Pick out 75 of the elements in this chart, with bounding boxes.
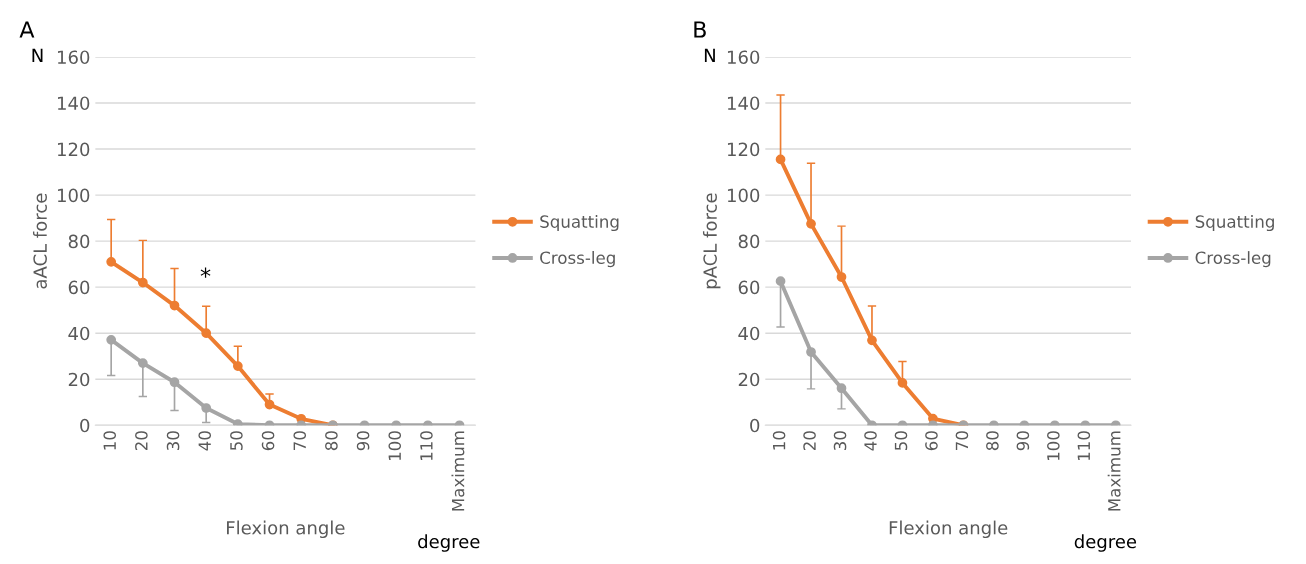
point <box>232 361 243 371</box>
y-axis-title: pACL force <box>702 193 721 289</box>
legend-label: Squatting <box>540 214 619 232</box>
x-tick-label: 20 <box>803 431 816 451</box>
point <box>106 334 117 345</box>
y-tick-label: 60 <box>68 280 90 295</box>
x-tick-label: 70 <box>955 431 969 450</box>
text: N <box>704 48 715 62</box>
x-tick-label: 50 <box>894 431 908 451</box>
y-tick-label: 80 <box>738 234 760 249</box>
x-tick-label: 50 <box>230 431 243 451</box>
y-axis-title: aACL force <box>32 193 47 289</box>
y-tick-label: 140 <box>58 96 90 111</box>
x-tick-label: 70 <box>293 431 307 450</box>
y-tick-label: 0 <box>80 418 90 433</box>
chart-title: A <box>19 21 35 38</box>
point <box>836 272 847 282</box>
x-tick-label: 10 <box>772 431 786 450</box>
point <box>867 335 877 346</box>
point <box>106 256 117 267</box>
point <box>836 383 847 394</box>
point <box>775 154 786 165</box>
point <box>137 358 148 368</box>
point <box>169 300 180 311</box>
point <box>897 378 908 388</box>
legend-label: Cross-leg <box>540 251 615 268</box>
y-tick-label: 100 <box>727 188 760 203</box>
x-tick-label: 80 <box>325 431 338 451</box>
y-tick-label: 100 <box>58 188 90 203</box>
y-tick-label: 140 <box>727 96 760 111</box>
point <box>137 277 148 288</box>
x-tick-label: 30 <box>166 431 180 451</box>
x-tick-label: 90 <box>1016 431 1030 451</box>
point <box>201 403 212 413</box>
text: N <box>32 48 43 62</box>
x-tick-label: 20 <box>135 431 148 451</box>
y-tick-label: 80 <box>68 234 90 249</box>
x-tick-label: 30 <box>833 431 847 451</box>
x-tick-label: 110 <box>1077 431 1091 461</box>
text: degree <box>418 534 480 552</box>
x-axis-title: Flexion angle <box>889 520 1008 539</box>
x-axis-title: Flexion angle <box>227 520 345 539</box>
y-tick-label: 160 <box>727 50 760 65</box>
y-tick-label: 20 <box>738 372 760 387</box>
x-tick-label: 100 <box>1047 431 1060 461</box>
y-tick-label: 160 <box>58 50 90 65</box>
x-tick-label: Maximum <box>1107 431 1121 511</box>
y-tick-label: 0 <box>750 418 760 433</box>
y-tick-label: 40 <box>738 326 760 341</box>
text: degree <box>1074 534 1137 552</box>
point <box>806 218 816 229</box>
x-tick-label: 90 <box>356 431 370 451</box>
legend-label: Squatting <box>1195 214 1274 232</box>
y-tick-label: 120 <box>58 142 90 157</box>
x-tick-label: 10 <box>103 431 117 450</box>
y-tick-label: 20 <box>68 372 90 387</box>
y-tick-label: 40 <box>68 326 90 341</box>
chart-title: B <box>694 21 706 38</box>
x-tick-label: 40 <box>864 431 877 451</box>
y-tick-label: 60 <box>738 280 760 295</box>
point <box>201 328 212 339</box>
x-tick-label: 100 <box>388 431 402 461</box>
point <box>169 377 180 388</box>
annotation: * <box>200 267 211 278</box>
legend-label: Cross-leg <box>1195 251 1271 268</box>
x-tick-label: Maximum <box>451 431 465 511</box>
x-tick-label: 110 <box>420 431 433 461</box>
x-tick-label: 60 <box>261 431 275 451</box>
point <box>806 347 816 357</box>
y-tick-label: 120 <box>727 142 760 157</box>
point <box>264 399 275 410</box>
x-tick-label: 60 <box>925 431 938 451</box>
x-tick-label: 40 <box>198 431 212 451</box>
point <box>775 276 786 287</box>
x-tick-label: 80 <box>986 431 999 451</box>
